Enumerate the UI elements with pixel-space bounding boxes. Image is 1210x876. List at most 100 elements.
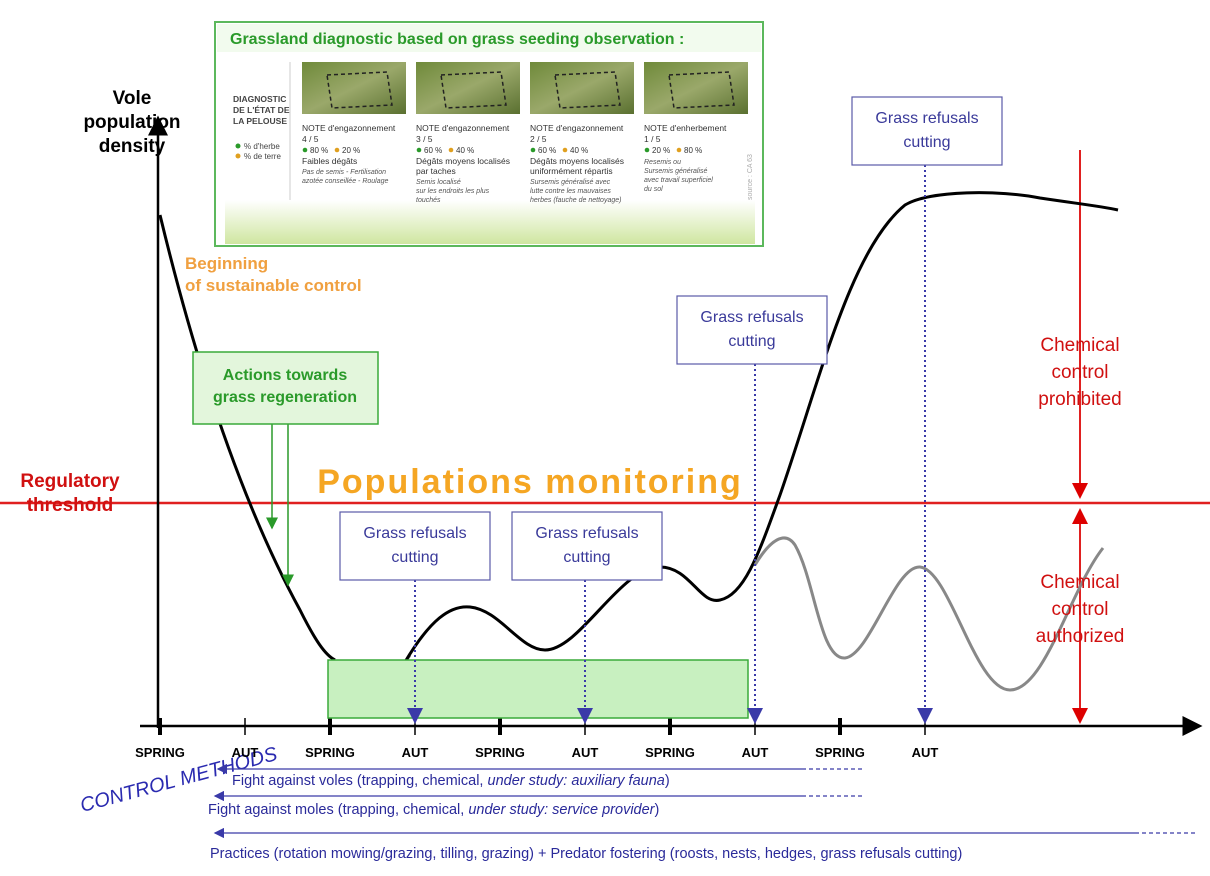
side-title: DE L'ÉTAT DE <box>233 105 290 115</box>
beginning-label: Beginning <box>185 254 268 273</box>
card-advice: Pas de semis - Fertilisation <box>302 169 386 176</box>
authorized-label: Chemical <box>1040 572 1119 593</box>
dot <box>530 147 536 153</box>
method-text: Fight against moles (trapping, chemical, <box>208 802 468 818</box>
card-advice: lutte contre les mauvaises <box>530 188 611 195</box>
method-text: Fight against voles (trapping, chemical, <box>232 773 488 789</box>
authorized-label: authorized <box>1036 626 1125 647</box>
actions-box <box>192 351 379 425</box>
method-label: Fight against voles (trapping, chemical,… <box>232 773 670 789</box>
card-soil: 80 % <box>684 146 702 155</box>
prohibited-label: prohibited <box>1038 389 1121 410</box>
card-damage: uniformément répartis <box>530 166 613 176</box>
x-label: AUT <box>402 745 429 760</box>
card-score: 3 / 5 <box>416 134 433 144</box>
refusal-label: Grass refusals <box>363 525 466 542</box>
card-note: NOTE d'enherbement <box>644 123 727 133</box>
dot <box>644 147 650 153</box>
method-label: Practices (rotation mowing/grazing, till… <box>210 846 962 862</box>
card-grass: 20 % <box>652 146 670 155</box>
y-axis-label: population <box>83 112 180 133</box>
legend-label: % de terre <box>244 152 281 161</box>
card-grass: 60 % <box>424 146 442 155</box>
dot <box>676 147 682 153</box>
actions-label: grass regeneration <box>213 389 357 406</box>
photo <box>644 62 748 114</box>
prohibited-label: Chemical <box>1040 335 1119 356</box>
refusal-label: Grass refusals <box>700 309 803 326</box>
beginning-label: of sustainable control <box>185 276 362 295</box>
legend-dot <box>235 143 241 149</box>
refusal-box <box>851 96 1003 166</box>
refusal-box <box>339 511 491 581</box>
refusal-box <box>511 511 663 581</box>
x-label: AUT <box>742 745 769 760</box>
dot <box>416 147 422 153</box>
x-label: SPRING <box>645 745 695 760</box>
method-text: Practices (rotation mowing/grazing, till… <box>210 846 962 862</box>
card-advice: Sursemis généralisé avec <box>530 179 611 186</box>
refusal-label: cutting <box>903 134 950 151</box>
photo <box>302 62 406 114</box>
card-damage: Faibles dégâts <box>302 156 357 166</box>
grass-band <box>225 200 755 244</box>
card-soil: 40 % <box>456 146 474 155</box>
photo-outline <box>440 71 507 109</box>
monitoring-label: Populations monitoring <box>317 463 743 501</box>
refusal-label: cutting <box>391 549 438 566</box>
card-advice: du sol <box>644 186 663 193</box>
card-advice: avec travail superficiel <box>644 177 713 184</box>
management-box <box>327 659 749 719</box>
method-italic: under study: auxiliary fauna <box>488 773 665 789</box>
source: source : CA 63 <box>747 154 754 200</box>
card-advice: touchés <box>416 197 441 204</box>
refusal-label: cutting <box>728 333 775 350</box>
card-advice: azotée conseillée - Roulage <box>302 178 388 185</box>
inset: Grassland diagnostic based on grass seed… <box>214 21 764 247</box>
card-advice: herbes (fauche de nettoyage) <box>530 197 621 204</box>
card-damage: Dégâts moyens localisés <box>530 156 624 166</box>
photo-outline <box>554 71 621 109</box>
alt-curve <box>753 536 1105 692</box>
method-end: ) <box>665 773 670 789</box>
photo <box>416 62 520 114</box>
card-advice: Resemis ou <box>644 159 681 166</box>
x-label: SPRING <box>135 745 185 760</box>
authorized-label: control <box>1051 599 1108 620</box>
card-note: NOTE d'engazonnement <box>302 123 396 133</box>
x-label: SPRING <box>475 745 525 760</box>
dot <box>334 147 340 153</box>
side-title: DIAGNOSTIC <box>233 94 286 104</box>
card-advice: sur les endroits les plus <box>416 188 490 195</box>
card-note: NOTE d'engazonnement <box>530 123 624 133</box>
legend-label: % d'herbe <box>244 142 280 151</box>
card-note: NOTE d'engazonnement <box>416 123 510 133</box>
actions-label: Actions towards <box>223 367 348 384</box>
card-damage: Dégâts moyens localisés <box>416 156 510 166</box>
x-label: AUT <box>912 745 939 760</box>
photo-outline <box>326 71 393 109</box>
x-label: SPRING <box>305 745 355 760</box>
card-advice: Semis localisé <box>416 179 461 186</box>
density-curve <box>158 214 336 662</box>
card-soil: 40 % <box>570 146 588 155</box>
dot <box>448 147 454 153</box>
x-label: SPRING <box>815 745 865 760</box>
x-label: AUT <box>572 745 599 760</box>
y-axis-label: Vole <box>113 88 152 109</box>
x-label: AUT <box>232 745 259 760</box>
dot <box>302 147 308 153</box>
card-grass: 60 % <box>538 146 556 155</box>
side-title: LA PELOUSE <box>233 116 287 126</box>
method-italic: under study: service provider <box>468 802 655 818</box>
photo <box>530 62 634 114</box>
inset-title: Grassland diagnostic based on grass seed… <box>230 31 684 48</box>
method-label: Fight against moles (trapping, chemical,… <box>208 802 659 818</box>
threshold-label: Regulatory <box>20 471 120 492</box>
refusal-label: Grass refusals <box>535 525 638 542</box>
card-score: 1 / 5 <box>644 134 661 144</box>
card-advice: Sursemis généralisé <box>644 168 708 175</box>
threshold-label: threshold <box>27 495 114 516</box>
y-axis-label: density <box>99 136 166 157</box>
